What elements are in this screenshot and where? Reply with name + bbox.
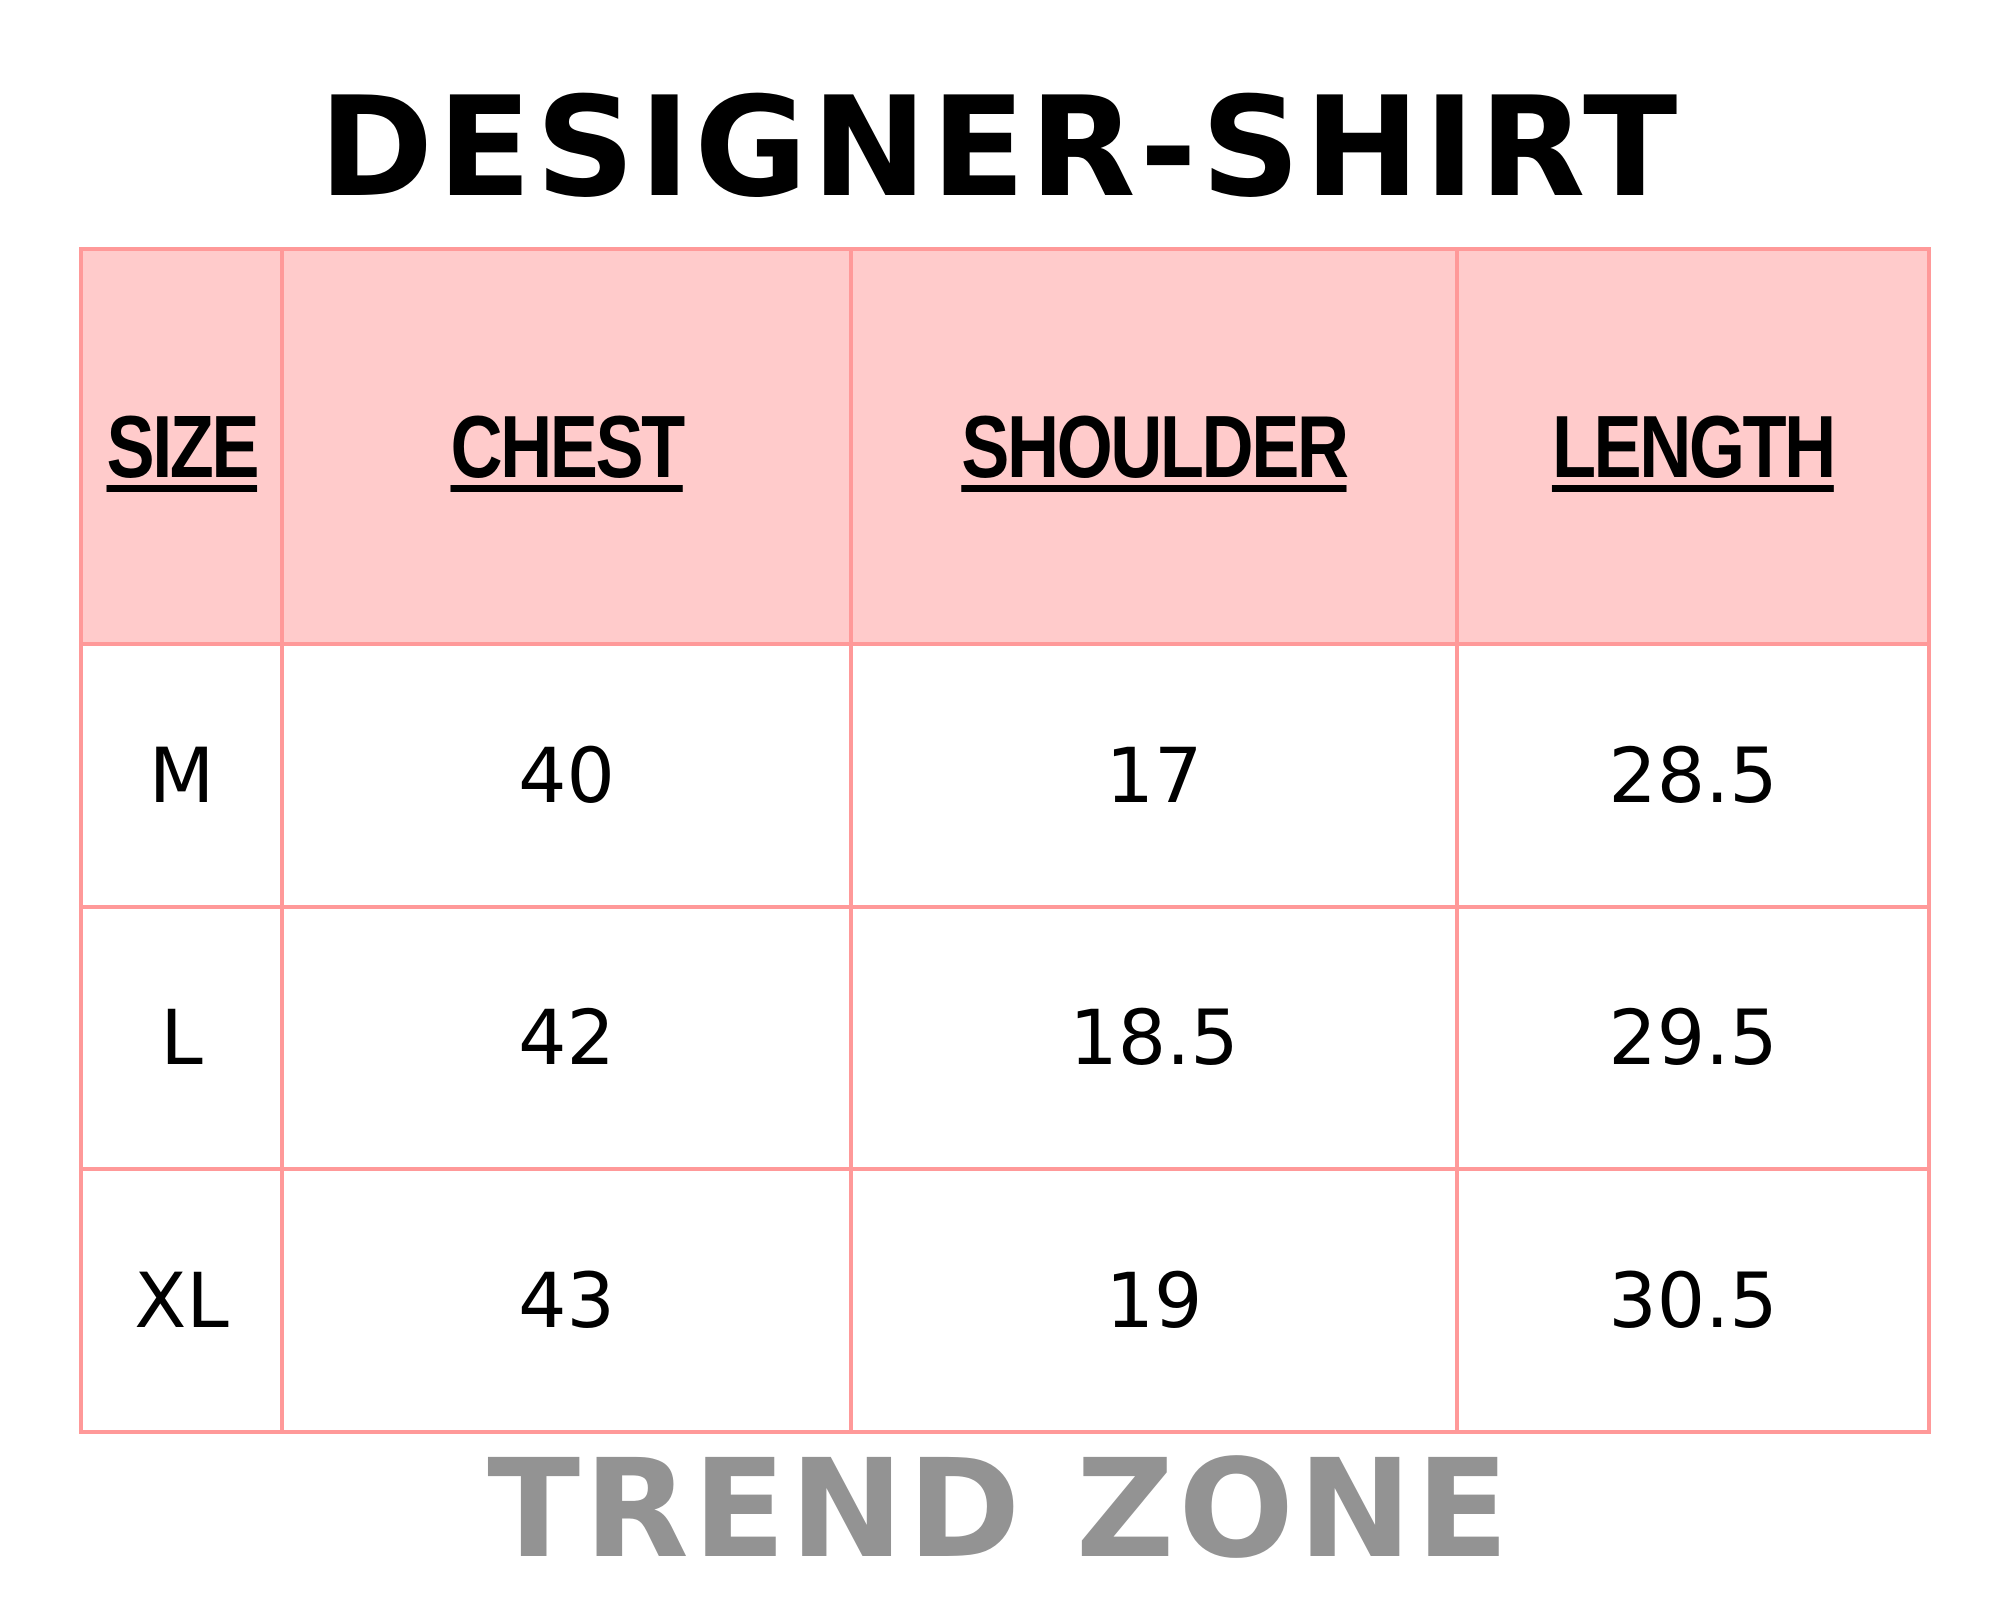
header-length: LENGTH (1455, 247, 1931, 646)
cell-size: XL (79, 1167, 284, 1434)
table-header-row: SIZE CHEST SHOULDER LENGTH (79, 247, 1931, 646)
cell-size: M (79, 642, 284, 909)
header-chest: CHEST (280, 247, 853, 646)
header-shoulder: SHOULDER (849, 247, 1459, 646)
header-label: CHEST (450, 396, 685, 496)
cell-length: 30.5 (1455, 1167, 1931, 1434)
header-label: LENGTH (1552, 396, 1836, 496)
header-label: SIZE (106, 396, 259, 496)
cell-chest: 42 (280, 904, 853, 1172)
size-chart-table: SIZE CHEST SHOULDER LENGTH M 40 17 28.5 … (79, 247, 1931, 1434)
table-row: XL 43 19 30.5 (79, 1167, 1931, 1434)
cell-shoulder: 19 (849, 1167, 1459, 1434)
cell-chest: 43 (280, 1167, 853, 1434)
page-title: DESIGNER-SHIRT (318, 67, 1682, 228)
cell-size: L (79, 904, 284, 1172)
header-size: SIZE (79, 247, 284, 646)
cell-shoulder: 17 (849, 642, 1459, 909)
table-row: L 42 18.5 29.5 (79, 904, 1931, 1172)
table-row: M 40 17 28.5 (79, 642, 1931, 909)
cell-length: 28.5 (1455, 642, 1931, 909)
header-label: SHOULDER (961, 396, 1349, 496)
cell-chest: 40 (280, 642, 853, 909)
cell-shoulder: 18.5 (849, 904, 1459, 1172)
brand-footer: TREND ZONE (487, 1431, 1513, 1589)
cell-length: 29.5 (1455, 904, 1931, 1172)
